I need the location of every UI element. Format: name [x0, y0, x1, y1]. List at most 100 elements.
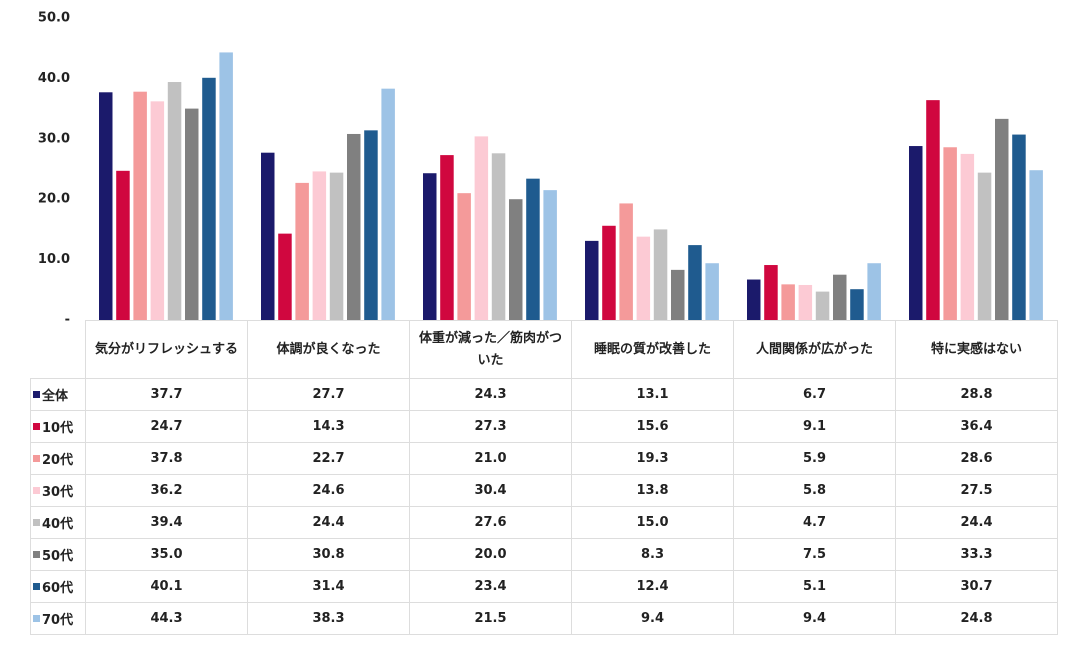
legend-label: 全体 — [42, 389, 69, 404]
legend-label: 40代 — [42, 517, 74, 532]
legend-cell: 50代 — [30, 538, 86, 571]
value-cell: 5.8 — [733, 474, 896, 507]
value-cell: 5.9 — [733, 442, 896, 475]
y-tick-label: 30.0 — [38, 131, 70, 146]
value-cell: 36.2 — [85, 474, 248, 507]
bar — [440, 155, 454, 320]
value-cell: 12.4 — [571, 570, 734, 603]
bar — [261, 152, 275, 320]
value-cell: 38.3 — [247, 602, 410, 635]
category-label: 特に実感はない — [895, 320, 1058, 379]
value-cell: 24.7 — [85, 410, 248, 443]
value-cell: 21.0 — [409, 442, 572, 475]
bar — [329, 172, 344, 320]
category-label: 睡眠の質が改善した — [571, 320, 734, 379]
y-tick-label: 20.0 — [38, 192, 70, 207]
legend-swatch — [33, 487, 40, 494]
bar — [867, 263, 881, 320]
bar — [909, 146, 923, 320]
y-tick-label: 50.0 — [38, 11, 70, 26]
value-cell: 8.3 — [571, 538, 734, 571]
legend-label: 60代 — [42, 581, 74, 596]
bar — [653, 229, 668, 320]
value-cell: 9.4 — [571, 602, 734, 635]
bar — [1012, 134, 1026, 320]
value-cell: 6.7 — [733, 378, 896, 411]
value-cell: 9.4 — [733, 602, 896, 635]
legend-cell: 20代 — [30, 442, 86, 475]
value-cell: 36.4 — [895, 410, 1058, 443]
legend-cell: 10代 — [30, 410, 86, 443]
bar — [1029, 170, 1043, 320]
bar — [636, 236, 651, 320]
bar — [509, 199, 523, 320]
value-cell: 22.7 — [247, 442, 410, 475]
series-row: 10代 24.7 14.3 27.3 15.6 9.1 36.4 — [30, 410, 1058, 443]
value-cell: 39.4 — [85, 506, 248, 539]
header-row: 気分がリフレッシュする 体調が良くなった 体重が減った／筋肉がついた 睡眠の質が改善し… — [30, 320, 1058, 379]
value-cell: 13.1 — [571, 378, 734, 411]
legend-swatch — [33, 391, 40, 398]
value-cell: 27.7 — [247, 378, 410, 411]
category-label: 体調が良くなった — [247, 320, 410, 379]
legend-swatch — [33, 551, 40, 558]
legend-cell: 30代 — [30, 474, 86, 507]
bar — [457, 193, 471, 320]
value-cell: 27.5 — [895, 474, 1058, 507]
value-cell: 33.3 — [895, 538, 1058, 571]
value-cell: 28.6 — [895, 442, 1058, 475]
bar — [133, 91, 147, 320]
category-label: 体重が減った／筋肉がついた — [409, 320, 572, 379]
value-cell: 23.4 — [409, 570, 572, 603]
bar — [347, 133, 361, 320]
value-cell: 37.8 — [85, 442, 248, 475]
bar — [943, 147, 957, 320]
bar — [602, 225, 616, 320]
series-row: 全体 37.7 27.7 24.3 13.1 6.7 28.8 — [30, 378, 1058, 411]
legend-cell: 40代 — [30, 506, 86, 539]
value-cell: 24.8 — [895, 602, 1058, 635]
bar — [764, 265, 778, 320]
value-cell: 14.3 — [247, 410, 410, 443]
bar — [671, 269, 685, 320]
value-cell: 9.1 — [733, 410, 896, 443]
bar — [295, 182, 309, 320]
bar — [543, 190, 557, 320]
value-cell: 13.8 — [571, 474, 734, 507]
bar — [747, 279, 761, 320]
bar — [833, 274, 847, 320]
value-cell: 24.4 — [247, 506, 410, 539]
legend-label: 50代 — [42, 549, 74, 564]
value-cell: 30.8 — [247, 538, 410, 571]
bar — [278, 233, 292, 320]
series-row: 40代 39.4 24.4 27.6 15.0 4.7 24.4 — [30, 506, 1058, 539]
bar — [491, 153, 506, 320]
value-cell: 20.0 — [409, 538, 572, 571]
value-cell: 44.3 — [85, 602, 248, 635]
value-cell: 28.8 — [895, 378, 1058, 411]
bar — [619, 203, 633, 320]
legend-swatch — [33, 519, 40, 526]
value-cell: 24.6 — [247, 474, 410, 507]
value-cell: 37.7 — [85, 378, 248, 411]
legend-label: 20代 — [42, 453, 74, 468]
legend-swatch — [33, 455, 40, 462]
bar — [688, 245, 702, 320]
bar — [99, 92, 113, 321]
value-cell: 30.4 — [409, 474, 572, 507]
bar — [185, 108, 199, 320]
category-label: 気分がリフレッシュする — [85, 320, 248, 379]
y-tick-label: - — [65, 313, 70, 323]
series-row: 30代 36.2 24.6 30.4 13.8 5.8 27.5 — [30, 474, 1058, 507]
chart: - 10.0 20.0 30.0 40.0 50.0 — [38, 11, 1043, 323]
data-table: 気分がリフレッシュする 体調が良くなった 体重が減った／筋肉がついた 睡眠の質が改善し… — [30, 320, 1058, 635]
bar — [977, 172, 992, 320]
series-row: 60代 40.1 31.4 23.4 12.4 5.1 30.7 — [30, 570, 1058, 603]
bar — [150, 101, 165, 321]
bar — [798, 284, 813, 320]
bar — [381, 88, 395, 320]
bar — [202, 77, 216, 321]
bar — [781, 284, 795, 320]
bar — [850, 289, 864, 320]
value-cell: 19.3 — [571, 442, 734, 475]
